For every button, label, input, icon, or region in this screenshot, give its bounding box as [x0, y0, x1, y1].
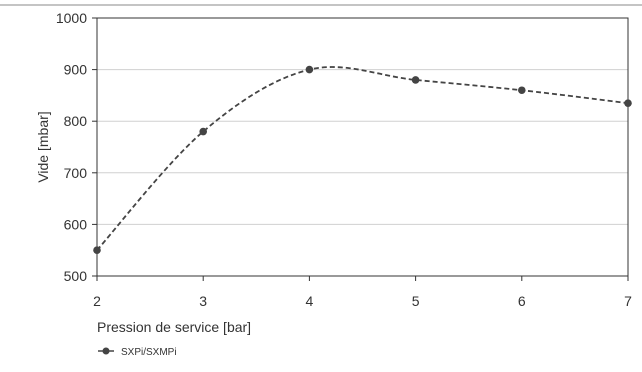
- series-line: [96, 66, 629, 251]
- plot-border: [96, 17, 629, 277]
- data-point: [411, 76, 420, 84]
- y-tick-label: 800: [64, 113, 88, 129]
- y-axis-label: Vide [mbar]: [35, 111, 51, 182]
- x-axis-ticks: 2 3 4 5 6 7: [93, 276, 632, 309]
- x-axis-label: Pression de service [bar]: [97, 319, 251, 335]
- y-tick-label: 600: [64, 216, 88, 232]
- legend-label: SXPi/SXMPi: [121, 347, 177, 358]
- y-tick-label: 500: [64, 268, 88, 284]
- x-tick-label: 2: [93, 293, 101, 309]
- x-tick-label: 6: [518, 293, 526, 309]
- grid-lines: [97, 17, 628, 277]
- plot-frame: [96, 17, 629, 277]
- x-tick-label: 7: [624, 293, 632, 309]
- y-tick-label: 1000: [56, 10, 87, 26]
- legend: SXPi/SXMPi: [98, 347, 177, 358]
- data-series: [93, 65, 632, 254]
- data-point: [199, 127, 207, 136]
- y-tick-label: 900: [64, 62, 88, 78]
- data-point: [93, 246, 101, 254]
- legend-marker: [102, 347, 110, 355]
- y-tick-label: 700: [64, 165, 88, 181]
- data-point: [624, 99, 632, 107]
- x-tick-label: 5: [412, 293, 420, 309]
- x-tick-label: 3: [199, 293, 207, 309]
- data-point: [305, 65, 314, 74]
- y-axis-ticks: 500 600 700 800 900 1000: [56, 10, 97, 284]
- x-tick-label: 4: [306, 293, 314, 309]
- data-point: [518, 86, 526, 95]
